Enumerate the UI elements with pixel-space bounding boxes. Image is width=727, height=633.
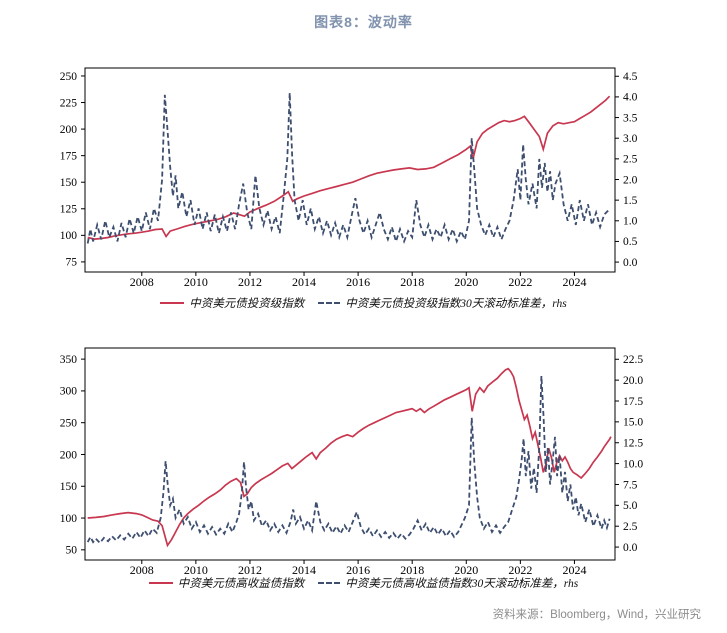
dashed-line-swatch xyxy=(318,302,341,304)
right-axis-tick-label: 10.0 xyxy=(623,458,643,470)
x-axis-tick-label: 2012 xyxy=(238,275,262,289)
right-axis-tick-label: 2.0 xyxy=(623,174,638,186)
x-axis-tick-label: 2010 xyxy=(184,275,208,289)
legend-item: 中资美元债高收益债指数30天滚动标准差，rhs xyxy=(318,575,578,591)
right-axis-tick-label: 3.5 xyxy=(623,112,638,124)
x-axis-tick-label: 2024 xyxy=(562,563,586,577)
plot-frame xyxy=(84,67,616,273)
right-axis-tick-label: 0.0 xyxy=(623,542,638,554)
x-axis-tick-label: 2018 xyxy=(400,275,424,289)
source-note: 资料来源：Bloomberg，Wind，兴业研究 xyxy=(492,609,701,621)
left-axis-tick-label: 225 xyxy=(60,97,78,109)
x-axis-tick-label: 2018 xyxy=(400,563,424,577)
legend-item: 中资美元债投资级指数 xyxy=(160,295,304,311)
left-axis-tick-label: 250 xyxy=(60,417,78,429)
x-axis-tick-label: 2014 xyxy=(292,275,316,289)
left-axis-tick-label: 100 xyxy=(60,230,78,242)
x-axis-tick-label: 2008 xyxy=(130,275,154,289)
x-axis-tick-label: 2014 xyxy=(292,563,316,577)
left-axis-tick-label: 125 xyxy=(60,204,78,216)
high-yield-chart: 50 100 150 200 250 300 350 0.0 2.5 5.0 7.5 10.0 12.5… xyxy=(60,347,643,577)
x-axis-tick-label: 2016 xyxy=(346,563,370,577)
legend-label: 中资美元债投资级指数 xyxy=(189,298,305,310)
right-axis-tick-label: 4.5 xyxy=(623,71,638,83)
legend-item: 中资美元债投资级指数30天滚动标准差，rhs xyxy=(318,295,567,311)
x-axis-tick-label: 2024 xyxy=(562,275,586,289)
left-axis-tick-label: 50 xyxy=(66,545,78,557)
right-axis-tick-label: 7.5 xyxy=(623,479,638,491)
right-axis-tick-label: 1.0 xyxy=(623,216,638,228)
right-axis-tick-label: 2.5 xyxy=(623,521,638,533)
x-axis-tick-label: 2008 xyxy=(130,563,154,577)
right-axis-tick-label: 3.0 xyxy=(623,133,638,145)
right-axis-tick-label: 0.0 xyxy=(623,257,638,269)
left-axis-tick-label: 300 xyxy=(60,386,78,398)
right-axis-tick-label: 22.5 xyxy=(623,354,643,366)
left-axis-tick-label: 150 xyxy=(60,177,78,189)
x-axis-tick-label: 2020 xyxy=(454,563,478,577)
left-axis-tick-label: 175 xyxy=(60,150,78,162)
left-axis-tick-label: 75 xyxy=(66,257,78,269)
x-axis-tick-label: 2012 xyxy=(238,563,262,577)
stddev-line xyxy=(86,92,609,245)
x-axis-tick-label: 2020 xyxy=(454,275,478,289)
investment-grade-legend: 中资美元债投资级指数 中资美元债投资级指数30天滚动标准差，rhs xyxy=(0,295,727,311)
right-axis-tick-label: 17.5 xyxy=(623,396,643,408)
dashed-line-swatch xyxy=(318,582,341,584)
right-axis-tick-label: 4.0 xyxy=(623,92,638,104)
high-yield-legend: 中资美元债高收益债指数 中资美元债高收益债指数30天滚动标准差，rhs xyxy=(0,575,727,591)
right-axis-tick-label: 15.0 xyxy=(623,417,643,429)
x-axis-tick-label: 2022 xyxy=(508,563,532,577)
x-axis-tick-label: 2010 xyxy=(184,563,208,577)
legend-item: 中资美元债高收益债指数 xyxy=(148,575,305,591)
right-axis-tick-label: 20.0 xyxy=(623,375,643,387)
x-axis-tick-label: 2022 xyxy=(508,275,532,289)
legend-label: 中资美元债高收益债指数30天滚动标准差，rhs xyxy=(345,578,579,590)
legend-label: 中资美元债投资级指数30天滚动标准差，rhs xyxy=(345,298,567,310)
right-axis-tick-label: 2.5 xyxy=(623,154,638,166)
right-axis-tick-label: 5.0 xyxy=(623,500,638,512)
left-axis-tick-label: 150 xyxy=(60,481,78,493)
solid-line-swatch xyxy=(148,582,173,584)
solid-line-swatch xyxy=(160,302,185,304)
page-title: 图表8：波动率 xyxy=(314,14,413,30)
index-line xyxy=(87,367,612,548)
left-axis-tick-label: 350 xyxy=(60,354,78,366)
right-axis-tick-label: 12.5 xyxy=(623,438,643,450)
right-axis-tick-label: 1.5 xyxy=(623,195,638,207)
left-axis-tick-label: 200 xyxy=(60,124,78,136)
left-axis-tick-label: 250 xyxy=(60,71,78,83)
legend-label: 中资美元债高收益债指数 xyxy=(177,578,305,590)
left-axis-tick-label: 200 xyxy=(60,449,78,461)
right-axis-tick-label: 0.5 xyxy=(623,236,638,248)
index-line xyxy=(87,95,611,240)
stddev-line xyxy=(86,375,611,545)
investment-grade-chart: 75 100 125 150 175 200 225 250 0.0 0.5 1.0 1.5 2.0 2.… xyxy=(60,67,638,289)
x-axis-tick-label: 2016 xyxy=(346,275,370,289)
left-axis-tick-label: 100 xyxy=(60,513,78,525)
